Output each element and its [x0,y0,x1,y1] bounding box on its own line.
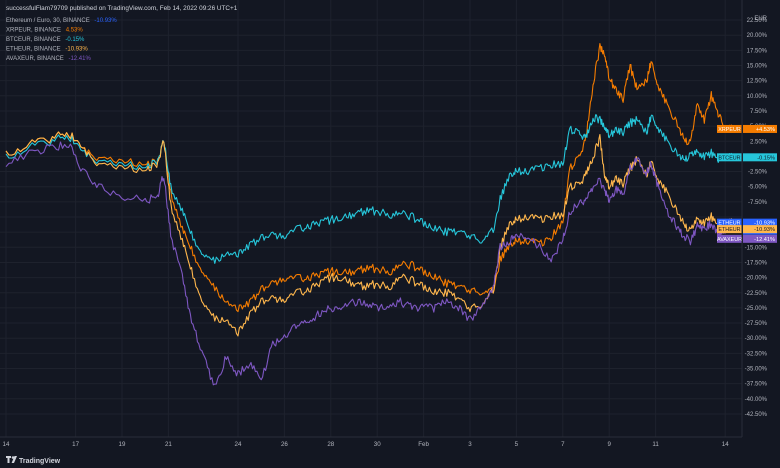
legend: Ethereum / Euro, 30, BINANCE -10.93% XRP… [6,18,117,62]
price-tag-value-bg [743,124,777,133]
published-text: successfulFlam79709 published on Trading… [6,5,238,12]
y-tick-label: 7.50% [750,109,768,115]
legend-item-btceur[interactable]: BTCEUR, BINANCE -0.15% [6,37,85,43]
legend-change: -0.15% [65,37,85,43]
y-tick-label: -5.00% [748,185,768,191]
price-tag-value-bg [743,225,777,234]
series-line-btceur[interactable] [5,114,733,264]
y-tick-label: -27.50% [745,321,768,327]
legend-name: Ethereum / Euro, 30, BINANCE [6,18,90,24]
x-tick-label: 17 [72,441,79,448]
legend-item-xrpeur[interactable]: XRPEUR, BINANCE 4.53% [6,28,83,34]
y-tick-label: 12.50% [747,79,768,85]
y-tick-label: -30.00% [745,336,768,342]
legend-name: AVAXEUR, BINANCE [6,56,64,62]
y-tick-label: -35.00% [745,367,768,373]
y-tick-label: -15.00% [745,245,768,251]
y-tick-label: -40.00% [745,397,768,403]
y-tick-label: 2.50% [750,139,768,145]
price-tag-name: XRPEUR [718,127,741,133]
price-tag-value: -10.93% [754,221,775,227]
y-tick-label: -7.50% [748,200,768,206]
y-tick-label: -2.50% [748,170,768,176]
x-tick-label: 5 [515,441,519,448]
x-tick-label: 19 [119,441,126,448]
legend-name: ETHEUR, BINANCE [6,47,61,53]
price-tag-name: ETHEUR [718,221,740,227]
legend-change: -12.41% [68,56,91,62]
x-tick-label: 7 [561,441,565,448]
series-line-avaxeur[interactable] [5,141,733,386]
price-tag-name-bg [717,153,742,162]
currency-label: EUR [754,16,767,22]
price-tag-name-bg [717,218,742,227]
brand-name: TradingView [19,458,61,465]
legend-item-etheur[interactable]: ETHEUR, BINANCE -10.93% [6,47,88,53]
price-tag: ETHEUR -10.93% [717,225,777,234]
y-tick-label: -17.50% [745,260,768,266]
x-tick-label: 24 [235,441,242,448]
legend-item-main[interactable]: Ethereum / Euro, 30, BINANCE -10.93% [6,18,117,24]
price-tag: XRPEUR +4.53% [717,124,777,133]
legend-item-avaxeur[interactable]: AVAXEUR, BINANCE -12.41% [6,56,91,62]
y-tick-label: -25.00% [745,306,768,312]
series-layer [5,43,733,386]
price-tag-name: AVAXEUR [717,237,742,243]
y-tick-label: -42.50% [745,412,768,418]
y-tick-label: 17.50% [747,48,768,54]
price-tag-value: +4.53% [756,127,775,133]
x-tick-label: 14 [722,441,729,448]
price-tag-value: -0.15% [757,155,775,161]
x-tick-label: 3 [468,441,472,448]
price-tag-value-bg [743,234,777,243]
price-tag: BTCEUR -0.15% [717,153,777,162]
y-tick-label: -20.00% [745,276,768,282]
x-tick-label: 26 [281,441,288,448]
y-tick-label: -37.50% [745,382,768,388]
legend-name: XRPEUR, BINANCE [6,28,61,34]
price-tags: XRPEUR+4.53%BTCEUR-0.15%ETHEUR-10.93%03:… [717,124,777,243]
grid [0,0,742,437]
legend-change: 4.53% [66,28,84,34]
y-tick-label: 10.00% [747,94,768,100]
y-tick-label: -32.50% [745,351,768,357]
x-tick-label: Feb [418,441,429,448]
price-tag-name-bg [717,234,742,243]
price-tag-name: BTCEUR [718,155,740,161]
tradingview-logo-icon [6,456,17,463]
x-tick-label: 9 [607,441,611,448]
y-tick-label: 22.50% [747,18,768,24]
x-tick-label: 21 [165,441,172,448]
x-tick-label: 11 [652,441,659,448]
price-tag: AVAXEUR -12.41% [717,234,777,243]
x-tick-label: 14 [3,441,10,448]
y-tick-label: 15.00% [747,64,768,70]
y-tick-label: -22.50% [745,291,768,297]
x-tick-label: 30 [374,441,381,448]
price-tag-value: -10.93% [754,227,775,233]
x-tick-label: 28 [327,441,334,448]
price-tag-name-bg [717,225,742,234]
legend-change: -10.93% [94,18,117,24]
y-axis[interactable]: 22.50% 20.00% 17.50% 15.00% 12.50% 10.00% 7.50… [745,18,768,418]
series-line-xrpeur[interactable] [5,43,733,313]
price-tag-value-bg [743,153,777,162]
x-axis[interactable]: 14 17 19 21 24 26 28 30 Feb 3 5 7 9 11 14 [3,441,730,448]
y-tick-label: 20.00% [747,33,768,39]
branding: TradingView [6,456,61,465]
price-tag-name-bg [717,124,742,133]
price-tag-name: ETHEUR [718,227,740,233]
legend-change: -10.93% [65,47,88,53]
legend-name: BTCEUR, BINANCE [6,37,61,43]
price-tag-value: -12.41% [754,237,775,243]
